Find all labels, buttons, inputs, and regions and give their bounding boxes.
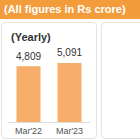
svg-text:4,809: 4,809 bbox=[16, 51, 41, 62]
html-text:(All figures in Rs crore): (All figures in Rs crore) bbox=[4, 3, 126, 15]
svg-text:Mar'22: Mar'22 bbox=[15, 126, 42, 136]
svg-text:Mar'23: Mar'23 bbox=[56, 126, 83, 136]
svg-text:(Yearly): (Yearly) bbox=[11, 31, 51, 43]
svg-text:5,091: 5,091 bbox=[57, 47, 82, 58]
